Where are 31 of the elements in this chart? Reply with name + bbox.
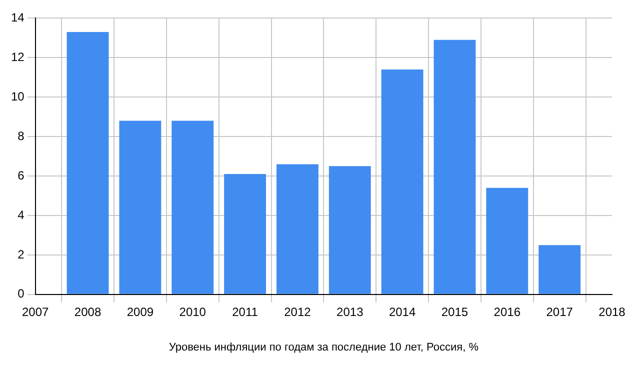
x-tick-label: 2017	[546, 304, 574, 319]
x-tick-label: 2014	[388, 304, 416, 319]
bar	[66, 32, 109, 294]
y-tick-label: 8	[18, 128, 25, 143]
x-tick-label: 2010	[179, 304, 206, 319]
bar	[328, 166, 371, 294]
y-tick-label: 0	[18, 286, 25, 301]
bar	[434, 40, 476, 294]
y-tick-label: 10	[10, 89, 25, 104]
y-tick-label: 14	[10, 10, 25, 25]
x-tick-label: 2016	[494, 304, 521, 319]
x-tick-label: 2007	[22, 304, 50, 319]
x-axis-title: Уровень инфляции по годам за последние 10 лет, Россия, %	[168, 341, 479, 354]
y-tick-label: 2	[18, 247, 25, 262]
y-tick-label: 12	[10, 50, 25, 64]
x-tick-label: 2008	[74, 304, 102, 319]
x-tick-label: 2015	[441, 304, 468, 319]
x-tick-label: 2012	[284, 304, 312, 319]
x-tick-label: 2011	[232, 304, 258, 319]
x-tick-label: 2013	[336, 304, 364, 319]
bar	[486, 188, 528, 294]
x-tick-label: 2009	[126, 304, 154, 319]
bar	[172, 120, 214, 294]
y-tick-label: 4	[18, 208, 25, 222]
y-tick-label: 6	[18, 168, 25, 182]
bar	[538, 245, 581, 294]
bar	[119, 120, 162, 294]
bar	[381, 69, 424, 294]
bar	[224, 174, 266, 294]
x-tick-label: 2018	[598, 304, 626, 319]
bar	[276, 164, 318, 294]
